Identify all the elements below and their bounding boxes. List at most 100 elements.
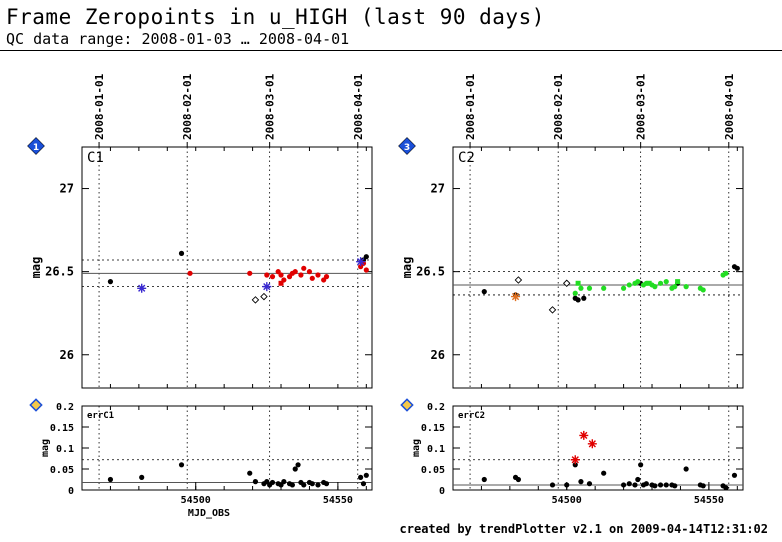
c2-frame [452, 146, 744, 389]
c1-point-red-dot [247, 270, 253, 276]
c2-date-label: 2008-04-01 [723, 73, 736, 140]
errc2-point-black-dot [663, 482, 669, 488]
c2-point-green-dot [672, 284, 678, 290]
errc2-point-black-dot [572, 462, 578, 468]
c1-ytick-label: 26.5 [45, 265, 74, 279]
c2-point-black-dot [575, 297, 581, 303]
diamond-icon [27, 137, 45, 155]
c1-point-red-dot [315, 272, 321, 278]
c1-point-red-dot [306, 269, 313, 275]
c1-point-red-dot [187, 270, 193, 276]
errc2-point-black-dot [620, 482, 627, 488]
errc1-xlabel: MJD_OBS [188, 508, 230, 519]
errc2-point-black-dot [626, 481, 632, 487]
errc2-point-black-dot [635, 476, 641, 483]
c2-point-black-open-diamond [562, 279, 571, 288]
c2-ytick-label: 26 [431, 348, 445, 362]
c2-point-black-dot [481, 289, 487, 295]
c2-point-green-dot [663, 279, 669, 285]
c1-point-black-dot [107, 279, 114, 285]
errc2-point-red-star [587, 439, 597, 449]
c2-point-black-open-diamond [548, 306, 557, 314]
c2-point-orange-star [511, 292, 521, 302]
errc2-point-black-dot [657, 482, 664, 488]
diamond-icon [398, 137, 416, 155]
c2-point-green-dot [635, 279, 641, 285]
c1-point-red-dot [278, 272, 284, 278]
errc2-point-black-dot [672, 483, 678, 489]
c1-point-red-dot [363, 267, 369, 273]
errc1-point-black-dot [289, 482, 295, 488]
errc2-point-black-dot [586, 481, 593, 487]
errc2-ytick-label: 0.1 [427, 444, 445, 455]
errc2-ytick-label: 0.2 [427, 402, 445, 413]
header-divider [0, 50, 782, 51]
c1-point-red-dot [292, 269, 298, 275]
errc2-point-black-dot [638, 462, 644, 468]
page-title: Frame Zeropoints in u_HIGH (last 90 days… [6, 5, 545, 29]
c2-point-green-dot [683, 284, 689, 290]
errc1-ylabel: mag [40, 439, 51, 457]
c1-point-black-open-diamond [251, 296, 260, 304]
errc1-xtick-label: 54500 [181, 495, 211, 506]
footer-credit: created by trendPlotter v2.1 on 2009-04-… [399, 522, 768, 536]
c2-point-green-square [646, 280, 652, 286]
c2-point-green-dot [626, 282, 632, 288]
errc2-point-black-dot [683, 466, 689, 472]
c1-date-label: 2008-02-01 [181, 73, 194, 140]
c1-point-red-dot [264, 272, 270, 278]
c1-point-red-dot [323, 274, 330, 280]
errc1-point-black-dot [301, 482, 307, 488]
errc1-point-black-dot [247, 470, 253, 476]
c2-ylabel: mag [400, 257, 414, 279]
c2-point-green-square [675, 279, 681, 285]
c2-panel-label: C2 [458, 150, 475, 166]
c2-ytick-label: 26.5 [416, 265, 445, 279]
errc1-panel-label: errC1 [87, 411, 114, 421]
c1-point-blue-star [356, 257, 366, 267]
errc2-xtick-label: 54500 [552, 495, 582, 506]
errc2-point-black-dot [564, 482, 570, 488]
errc1-point-black-dot [363, 472, 369, 478]
errc1-point-black-dot [252, 479, 259, 485]
errc2-point-black-dot [700, 483, 706, 489]
errc1-point-black-dot [269, 479, 276, 486]
errc2-point-black-dot [723, 485, 729, 491]
errc1-point-black-dot [107, 476, 114, 483]
c2-point-green-dot [700, 287, 706, 293]
errc1-ytick-label: 0.2 [56, 402, 74, 413]
errc1-point-black-dot [323, 481, 330, 487]
errc1-ytick-label: 0.05 [50, 465, 74, 476]
errc2-point-black-dot [643, 481, 649, 487]
c1-date-label: 2008-01-01 [93, 73, 106, 140]
errc1-point-black-dot [360, 481, 367, 487]
diamond-icon [29, 398, 43, 412]
page-subtitle: QC data range: 2008-01-03 … 2008-04-01 [6, 30, 350, 48]
c1-ytick-label: 26 [60, 348, 74, 362]
c1-point-black-open-diamond [260, 292, 268, 301]
c2-point-green-dot [620, 285, 627, 291]
errc1-point-black-dot [281, 479, 287, 485]
c2-point-green-dot [572, 290, 578, 296]
c2-point-green-dot [723, 270, 729, 276]
c1-point-blue-star [262, 282, 272, 292]
c2-point-black-open-diamond [514, 276, 523, 284]
c1-point-red-dot [269, 274, 276, 280]
errc2-ytick-label: 0.05 [421, 465, 445, 476]
errc2-point-black-dot [481, 476, 487, 483]
c1-point-red-square [278, 280, 284, 286]
errc2-ytick-label: 0 [439, 486, 445, 497]
panel-badge-number: 1 [33, 143, 39, 153]
errc1-point-black-dot [139, 474, 145, 480]
c1-date-label: 2008-03-01 [264, 73, 277, 140]
c2-point-green-dot [601, 285, 607, 291]
c1-point-black-dot [178, 250, 185, 256]
errc2-point-black-dot [549, 482, 556, 488]
c1-point-red-dot [301, 265, 307, 271]
c2-point-green-dot [578, 285, 584, 291]
c1-date-label: 2008-04-01 [352, 73, 365, 140]
errc1-point-black-dot [309, 481, 315, 487]
c2-date-label: 2008-03-01 [635, 73, 648, 140]
errc1-point-black-dot [292, 466, 298, 472]
